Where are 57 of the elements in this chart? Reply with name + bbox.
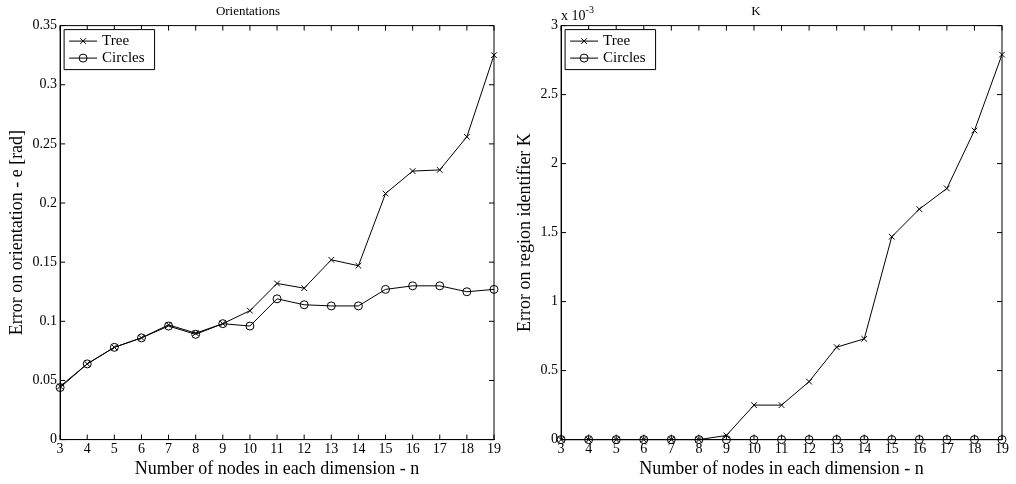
legend-label: Circles bbox=[102, 49, 145, 66]
x-tick-label: 19 bbox=[487, 440, 501, 456]
y-tick-label: 2 bbox=[551, 155, 559, 171]
x-tick-label: 16 bbox=[405, 440, 420, 456]
x-tick-label: 17 bbox=[432, 440, 447, 456]
x-tick-label: 13 bbox=[829, 440, 844, 456]
legend-label: Circles bbox=[603, 49, 646, 66]
x-axis-title: Number of nodes in each dimension - n bbox=[639, 457, 924, 478]
y-tick-label: 0.1 bbox=[39, 312, 58, 328]
x-tick-label: 4 bbox=[585, 440, 593, 456]
x-tick-label: 19 bbox=[995, 440, 1009, 456]
x-tick-label: 10 bbox=[242, 440, 257, 456]
y-tick-label: 0.15 bbox=[32, 253, 58, 269]
y-tick-label: 0.05 bbox=[32, 372, 58, 388]
y-tick-label: 1.5 bbox=[540, 224, 559, 240]
x-tick-label: 10 bbox=[746, 440, 761, 456]
y-tick-label: 0.25 bbox=[32, 135, 58, 151]
x-tick-label: 18 bbox=[459, 440, 474, 456]
x-tick-label: 11 bbox=[270, 440, 284, 456]
x-tick-label: 16 bbox=[912, 440, 927, 456]
y-tick-label: 0 bbox=[50, 431, 58, 447]
y-axis-title: Error on region identifier K bbox=[513, 133, 534, 333]
y-tick-label: 0.35 bbox=[32, 17, 58, 33]
x-tick-label: 7 bbox=[165, 440, 173, 456]
x-tick-label: 13 bbox=[324, 440, 339, 456]
x-tick-label: 15 bbox=[884, 440, 899, 456]
y-tick-label: 0.3 bbox=[39, 76, 58, 92]
x-tick-label: 9 bbox=[219, 440, 227, 456]
x-tick-label: 6 bbox=[640, 440, 648, 456]
x-tick-label: 5 bbox=[612, 440, 620, 456]
x-tick-label: 5 bbox=[110, 440, 118, 456]
x-tick-label: 11 bbox=[774, 440, 789, 456]
y-tick-label: 0 bbox=[551, 431, 559, 447]
x-tick-label: 12 bbox=[297, 440, 312, 456]
x-tick-label: 8 bbox=[192, 440, 200, 456]
chart-title: Orientations bbox=[215, 3, 281, 19]
x-tick-label: 9 bbox=[722, 440, 730, 456]
x-tick-label: 8 bbox=[695, 440, 703, 456]
y-tick-label: 2.5 bbox=[540, 86, 559, 102]
x-tick-label: 15 bbox=[378, 440, 393, 456]
legend-label: Tree bbox=[603, 32, 631, 49]
y-tick-label: 3 bbox=[551, 17, 559, 33]
y-axis-title: Error on orientation - e [rad] bbox=[5, 129, 26, 336]
x-tick-label: 6 bbox=[137, 440, 145, 456]
y-tick-label: 0.5 bbox=[540, 362, 559, 378]
x-tick-label: 17 bbox=[939, 440, 954, 456]
legend-label: Tree bbox=[102, 32, 130, 49]
x-tick-label: 18 bbox=[967, 440, 982, 456]
y-tick-label: 1 bbox=[551, 293, 559, 309]
x-tick-label: 14 bbox=[857, 440, 872, 456]
x-tick-label: 7 bbox=[667, 440, 675, 456]
y-tick-label: 0.2 bbox=[39, 194, 58, 210]
x-tick-label: 14 bbox=[351, 440, 366, 456]
x-axis-title: Number of nodes in each dimension - n bbox=[134, 457, 420, 478]
chart-title: K bbox=[751, 3, 762, 19]
x-tick-label: 12 bbox=[802, 440, 817, 456]
x-tick-label: 4 bbox=[83, 440, 91, 456]
